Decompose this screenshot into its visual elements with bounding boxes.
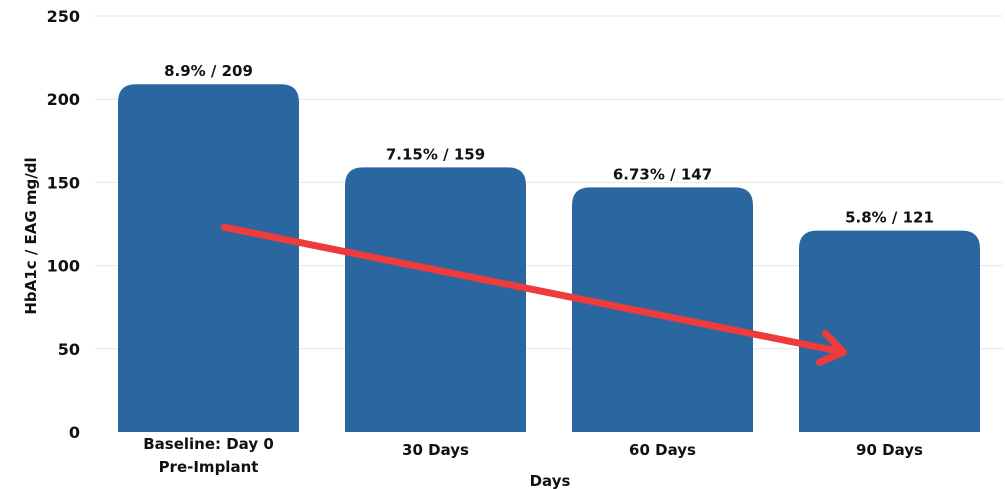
- bar: [118, 84, 299, 432]
- bar: [345, 167, 526, 432]
- x-tick-label: 90 Days: [856, 441, 923, 459]
- y-tick-label: 0: [69, 423, 80, 442]
- x-axis-ticks: Baseline: Day 0 Pre-Implant 30 Days 60 Days…: [143, 435, 923, 476]
- bars: [118, 84, 980, 432]
- data-label: 5.8% / 121: [845, 209, 934, 227]
- trend-arrow-head: [816, 329, 847, 366]
- data-labels: 8.9% / 209 7.15% / 159 6.73% / 147 5.8% / 1…: [164, 62, 934, 226]
- y-tick-label: 200: [47, 90, 80, 109]
- trend-arrow-line: [221, 223, 847, 356]
- y-tick-label: 250: [47, 7, 80, 26]
- data-label: 6.73% / 147: [613, 165, 712, 183]
- y-tick-label: 50: [58, 340, 80, 359]
- bar: [572, 187, 753, 432]
- x-tick-label: 30 Days: [402, 441, 469, 459]
- y-axis-ticks: 0 50 100 150 200 250: [47, 7, 80, 442]
- x-tick-label: Baseline: Day 0: [143, 435, 274, 453]
- data-label: 8.9% / 209: [164, 62, 253, 80]
- trend-arrow: [221, 223, 847, 366]
- y-axis-label: HbA1c / EAG mg/dl: [22, 157, 40, 314]
- x-tick-label: Pre-Implant: [159, 458, 259, 476]
- bar: [799, 230, 980, 432]
- y-tick-label: 150: [47, 173, 80, 192]
- y-tick-label: 100: [47, 257, 80, 276]
- x-axis-label: Days: [530, 472, 571, 489]
- x-tick-label: 60 Days: [629, 441, 696, 459]
- data-label: 7.15% / 159: [386, 145, 485, 163]
